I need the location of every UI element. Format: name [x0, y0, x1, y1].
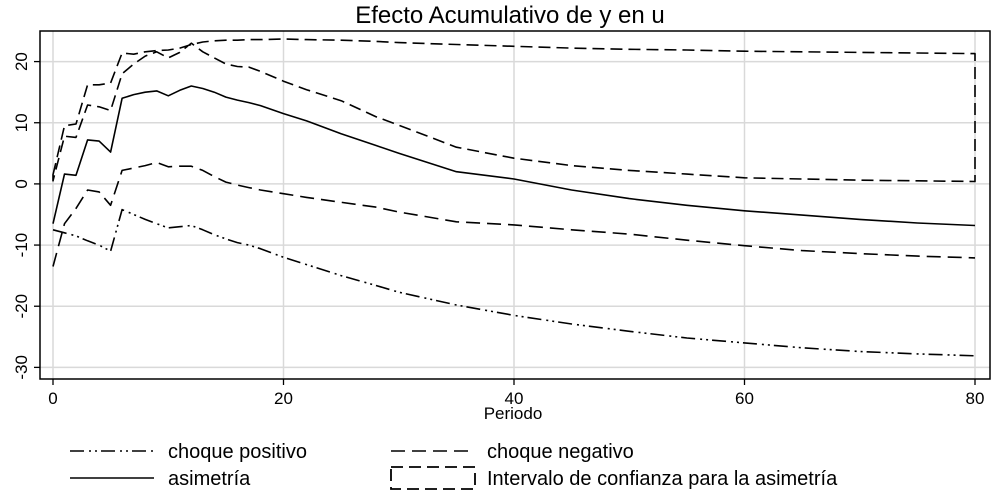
series-choque-positivo: [52, 208, 976, 357]
legend-label-choque-negativo: choque negativo: [487, 441, 634, 463]
legend-label-intervalo-de-confianza-para-la-asimetr-a: Intervalo de confianza para la asimetría: [487, 468, 838, 490]
x-axis-label: Periodo: [484, 404, 543, 423]
y-tick-label: -30: [12, 355, 31, 380]
chart-title: Efecto Acumulativo de y en u: [355, 2, 665, 29]
plot-area-frame: [39, 30, 991, 380]
x-tick-label: 40: [505, 389, 524, 408]
series-asimetr-a: [52, 85, 976, 227]
x-tick-label: 0: [48, 389, 57, 408]
legend: choque positivo choque negativo asimetría I…: [70, 441, 838, 490]
y-tick-label: 20: [12, 52, 31, 71]
legend-label-asimetr-a: asimetría: [168, 468, 251, 490]
x-tick-label: 60: [735, 389, 754, 408]
x-tick-label: 20: [274, 389, 293, 408]
grid-lines: [40, 31, 990, 379]
series-intervalo-de-confianza-para-la-asimetr-a: [52, 38, 976, 183]
y-tick-label: 0: [12, 179, 31, 188]
y-tick-label: -10: [12, 233, 31, 258]
axes: 0 20 40 60 80 20 10 0 -10 -20 -30: [12, 52, 984, 408]
series-layer: [52, 38, 976, 357]
series-choque-negativo: [52, 161, 976, 267]
legend-swatch-intervalo-de-confianza-para-la-asimetr-a: [390, 466, 476, 490]
x-tick-label: 80: [966, 389, 985, 408]
y-tick-label: -20: [12, 294, 31, 319]
legend-label-choque-positivo: choque positivo: [168, 441, 307, 463]
y-tick-label: 10: [12, 113, 31, 132]
